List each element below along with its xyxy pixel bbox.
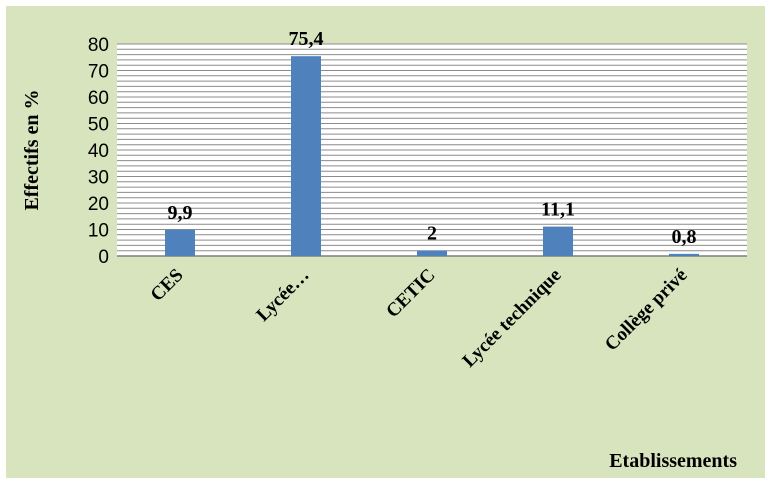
bar: [543, 226, 573, 256]
bar: [417, 250, 447, 256]
x-axis-title: Etablissements: [609, 450, 737, 472]
y-tick-label: 50: [88, 115, 109, 136]
y-tick-label: 10: [88, 221, 109, 242]
bar: [669, 253, 699, 256]
data-label: 0,8: [672, 226, 697, 248]
y-axis-ticks: 0 10 20 30 40 50 60 70 80: [88, 35, 109, 268]
bar: [291, 56, 321, 256]
data-label: 9,9: [168, 202, 193, 224]
data-label: 2: [427, 223, 437, 245]
data-labels: 9,9 75,4 2 11,1 0,8: [168, 28, 697, 248]
y-tick-label: 80: [88, 35, 109, 56]
y-tick-label: 60: [88, 88, 109, 109]
bar: [165, 229, 195, 256]
bars: [165, 56, 699, 256]
y-tick-label: 40: [88, 141, 109, 162]
y-tick-label: 70: [88, 62, 109, 83]
data-label: 11,1: [541, 199, 575, 221]
y-tick-label: 0: [98, 247, 109, 268]
y-tick-label: 30: [88, 168, 109, 189]
y-tick-label: 20: [88, 194, 109, 215]
y-axis-title: Effectifs en %: [21, 89, 43, 210]
data-label: 75,4: [289, 28, 324, 50]
gridlines: [117, 43, 747, 257]
